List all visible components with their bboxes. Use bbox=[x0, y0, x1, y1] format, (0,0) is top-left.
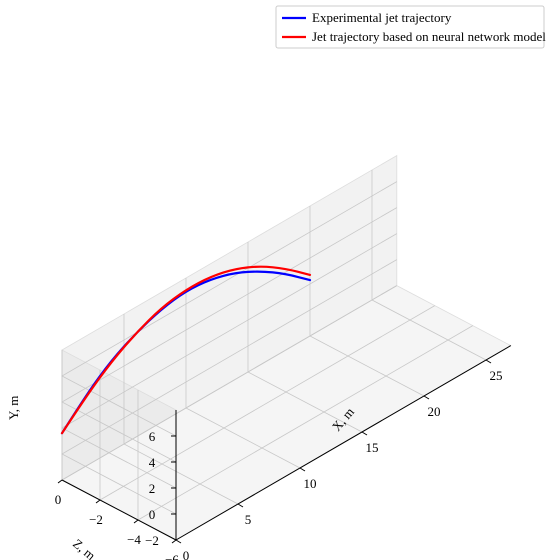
x-tick-label: 0 bbox=[183, 548, 190, 560]
x-tick bbox=[361, 431, 368, 436]
y-tick-label: 2 bbox=[149, 481, 156, 496]
x-tick-label: 25 bbox=[490, 368, 503, 383]
series-lines bbox=[60, 265, 312, 435]
y-tick-label: 6 bbox=[149, 429, 156, 444]
z-axis-line bbox=[61, 479, 177, 541]
z-tick bbox=[171, 539, 177, 544]
axis-lines bbox=[61, 345, 512, 541]
x-tick bbox=[175, 539, 182, 544]
z-tick-label: −2 bbox=[89, 512, 103, 527]
x-tick bbox=[423, 395, 430, 400]
tick-marks-and-labels: 0 5 10 15 20 25 −2 0 2 4 6 0 −2 −4 −6 bbox=[55, 359, 503, 560]
x-tick bbox=[299, 467, 306, 472]
axes-panes bbox=[61, 154, 512, 541]
x-tick-label: 10 bbox=[304, 476, 317, 491]
z-tick bbox=[95, 499, 101, 504]
legend-label-experimental: Experimental jet trajectory bbox=[312, 10, 452, 25]
z-tick bbox=[133, 519, 139, 524]
y-tick-label: −2 bbox=[145, 533, 159, 548]
z-tick-label: −6 bbox=[165, 552, 179, 560]
x-tick-label: 5 bbox=[245, 512, 252, 527]
z-tick-label: 0 bbox=[55, 492, 62, 507]
x-tick-label: 20 bbox=[428, 404, 441, 419]
x-axis-line bbox=[175, 345, 512, 541]
x-tick bbox=[485, 359, 492, 364]
y-tick-label: 0 bbox=[149, 507, 156, 522]
y-axis-label: Y, m bbox=[6, 396, 21, 420]
y-tick-label: 4 bbox=[149, 455, 156, 470]
z-tick-label: −4 bbox=[127, 532, 141, 547]
x-tick bbox=[237, 503, 244, 508]
z-axis-label: Z, m bbox=[70, 536, 98, 560]
legend-label-neural: Jet trajectory based on neural network m… bbox=[312, 29, 546, 44]
z-tick bbox=[57, 479, 63, 484]
x-tick-label: 15 bbox=[366, 440, 379, 455]
series-line-1 bbox=[60, 265, 312, 435]
legend: Experimental jet trajectory Jet trajecto… bbox=[275, 5, 546, 49]
legend-box bbox=[275, 5, 545, 49]
